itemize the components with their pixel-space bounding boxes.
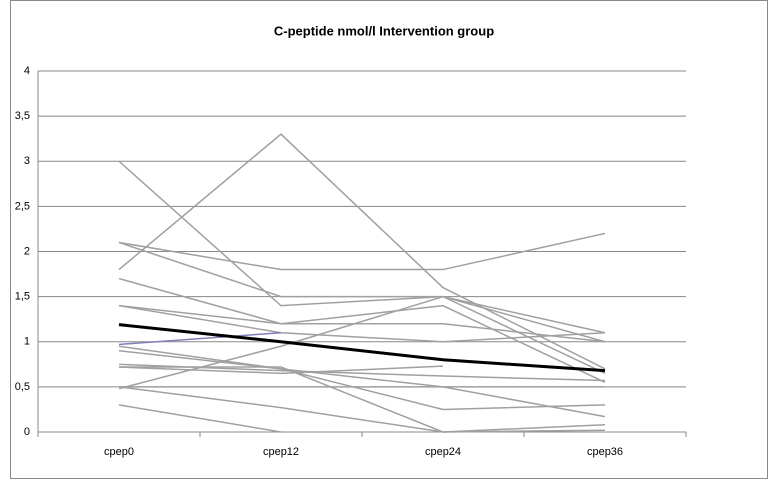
x-tick-label: cpep0 xyxy=(104,446,134,458)
y-tick-label: 0,5 xyxy=(15,381,30,393)
series-line xyxy=(118,232,606,271)
x-tick-label: cpep12 xyxy=(263,446,299,458)
series-line xyxy=(118,304,606,343)
y-tick-label: 2 xyxy=(24,245,30,257)
y-tick-label: 4 xyxy=(24,65,30,77)
series-line xyxy=(118,345,606,418)
series-line xyxy=(118,160,606,334)
x-tick-label: cpep36 xyxy=(587,446,623,458)
chart-title: C-peptide nmol/l Intervention group xyxy=(274,23,494,38)
y-tick-label: 3,5 xyxy=(15,110,30,122)
y-tick-label: 0 xyxy=(24,426,30,438)
y-tick-label: 1,5 xyxy=(15,291,30,303)
series-line xyxy=(118,323,606,373)
series-line xyxy=(118,404,282,433)
series-line xyxy=(118,241,606,343)
series-line xyxy=(118,350,606,411)
series-line xyxy=(118,386,606,433)
y-tick-label: 1 xyxy=(24,336,30,348)
series-line xyxy=(118,133,606,370)
series-line xyxy=(119,366,606,433)
chart-frame xyxy=(10,0,768,479)
y-tick-label: 3 xyxy=(24,155,30,167)
series-line xyxy=(118,365,444,375)
y-tick-label: 2,5 xyxy=(15,200,30,212)
x-tick-label: cpep24 xyxy=(425,446,461,458)
series-line xyxy=(118,277,606,343)
series-line xyxy=(118,331,282,346)
series-line xyxy=(118,304,606,384)
